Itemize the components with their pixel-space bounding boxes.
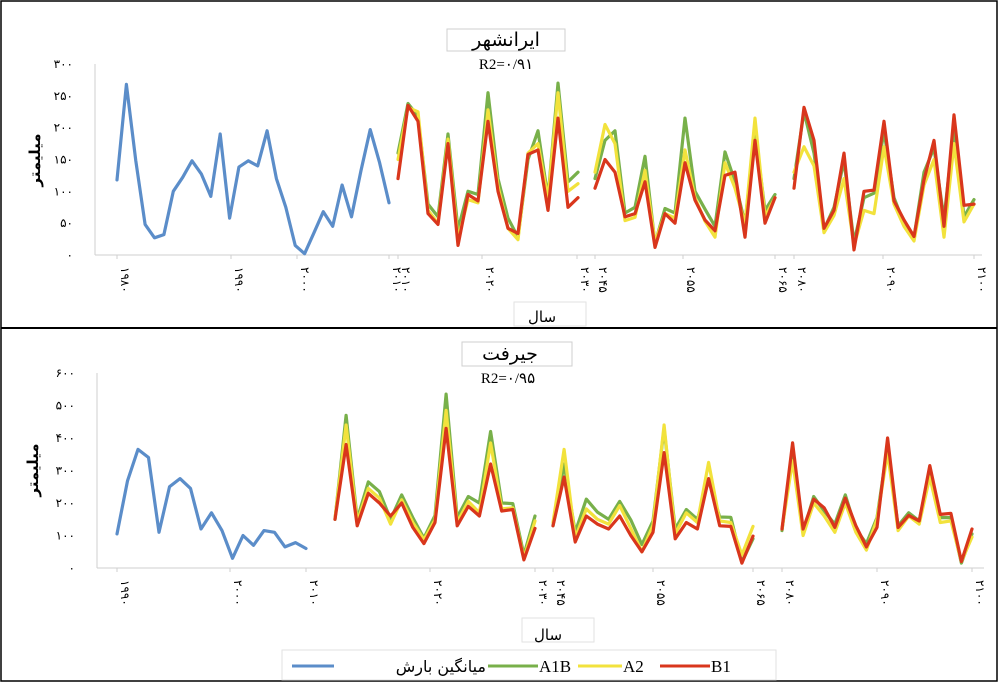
panel2-title: جیرفت	[482, 343, 538, 365]
panel2-title-box	[461, 341, 573, 367]
panel1-xlabel: سال	[528, 308, 556, 326]
y-tick-label: ۱۰۰	[54, 184, 73, 198]
x-tick-label: ۲۰۰۰	[298, 267, 312, 293]
x-tick-label: ۲۰۸۰	[783, 580, 797, 606]
series-b1-line	[333, 426, 537, 562]
series-b1-line	[551, 451, 755, 565]
x-tick-label: ۲۰۹۰	[878, 580, 892, 606]
x-tick-label: ۲۰۳۰	[536, 580, 550, 606]
observed-series-line	[115, 82, 391, 256]
series-b1-line	[780, 436, 974, 564]
y-tick-label: ۵۰	[60, 216, 73, 230]
x-tick-label: ۲۰۱۰	[307, 580, 321, 606]
series-a2-line	[792, 142, 976, 247]
panel1-xlabel-box	[513, 301, 587, 327]
x-tick-label: ۲۰۱۰	[390, 267, 404, 293]
x-tick-label: ۲۰۴۵	[554, 580, 568, 606]
y-tick-label: ۱۵۰	[54, 153, 73, 167]
legend-label-a2: A2	[623, 657, 644, 676]
legend-label-b1: B1	[711, 657, 731, 676]
y-tick-label: ۳۰۰	[56, 464, 75, 478]
panel1-title: ایرانشهر	[471, 29, 540, 51]
x-tick-label: ۲۰۵۵	[654, 580, 668, 606]
series-b1-line	[792, 105, 976, 252]
series-b1-line	[593, 138, 777, 249]
x-tick-label: ۲۱۰۰	[973, 580, 987, 606]
y-tick-label: ۲۵۰	[54, 89, 73, 103]
x-tick-label: ۲۰۰۰	[231, 580, 245, 606]
legend-label-observed: میانگین بارش	[396, 657, 486, 677]
x-tick-label: ۱۹۸۰	[118, 267, 132, 293]
panel1-subtitle: R2=۰/۹۱	[479, 57, 533, 73]
x-tick-label: ۲۱۰۰	[975, 267, 989, 293]
y-tick-label: ۲۰۰	[56, 496, 75, 510]
observed-series-line	[115, 447, 308, 560]
x-tick-label: ۲۰۲۰	[431, 580, 445, 606]
x-tick-label: ۲۰۹۰	[884, 267, 898, 293]
x-tick-label: ۲۰۸۰	[795, 267, 809, 293]
series-a2-line	[333, 408, 537, 560]
y-tick-label: ۳۰۰	[54, 57, 73, 71]
panel1-title-box	[446, 28, 566, 52]
panel1-ylabel: میلیمتر	[26, 133, 44, 187]
series-a2-line	[396, 91, 580, 242]
y-tick-label: ۴۰۰	[56, 431, 75, 445]
panel2-xlabel-box	[521, 617, 595, 643]
series-a1b-line	[551, 426, 755, 564]
panel2-subtitle: R2=۰/۹۵	[481, 371, 535, 387]
x-tick-label: ۲۰۴۵	[596, 267, 610, 293]
x-tick-label: ۲۰۶۵	[776, 267, 790, 293]
series-a1b-line	[333, 392, 537, 557]
y-tick-label: ۶۰۰	[56, 366, 75, 380]
x-tick-label: ۲۰۵۵	[684, 267, 698, 293]
legend-label-a1b: A1B	[539, 657, 571, 676]
x-tick-label: ۲۰۶۵	[754, 580, 768, 606]
y-tick-label: ۵۰۰	[56, 399, 75, 413]
y-tick-label: ۱۰۰	[56, 529, 75, 543]
y-tick-label: ۲۰۰	[54, 121, 73, 135]
x-tick-label: ۲۰۲۰	[483, 267, 497, 293]
panel2-xlabel: سال	[534, 626, 562, 644]
y-tick-label: ۰	[69, 561, 75, 575]
series-b1-line	[396, 103, 580, 247]
x-tick-label: ۱۹۹۰	[232, 267, 246, 293]
x-tick-label: ۲۰۳۰	[578, 267, 592, 293]
x-tick-label: ۲۰۱۰	[399, 267, 413, 293]
x-tick-label: ۱۹۹۰	[118, 580, 132, 606]
y-tick-label: ۰	[67, 248, 73, 262]
panel2-ylabel: میلیمتر	[24, 443, 42, 497]
